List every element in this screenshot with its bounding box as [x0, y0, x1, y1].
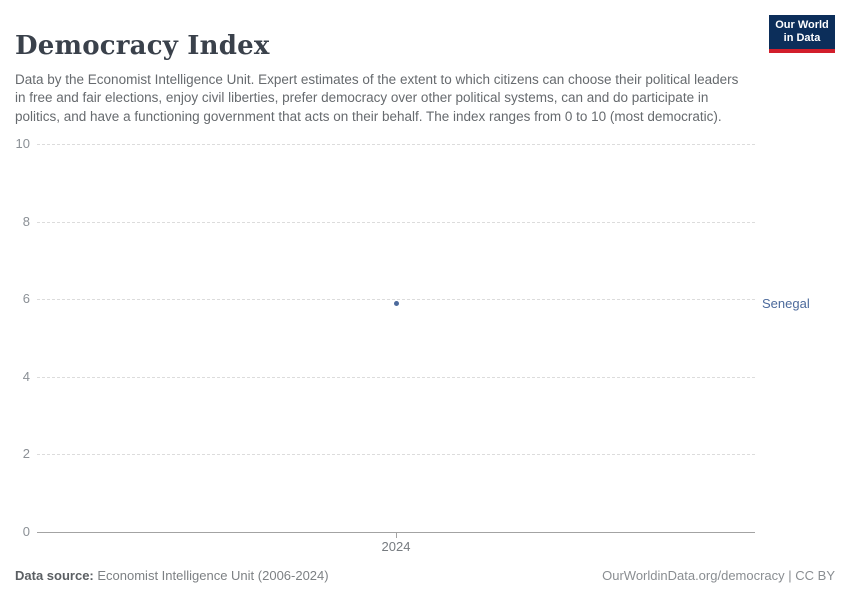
y-tick-label-4: 4	[22, 368, 30, 384]
x-tick-label: 2024	[381, 539, 411, 554]
x-tick-mark	[396, 532, 397, 538]
y-tick-label-10: 10	[15, 136, 30, 151]
y-tick-label-2: 2	[22, 446, 30, 462]
chart-subtitle: Data by the Economist Intelligence Unit.…	[15, 71, 739, 125]
attribution-link[interactable]: OurWorldinData.org/democracy | CC BY	[602, 568, 835, 583]
page-title: Democracy Index	[15, 31, 270, 62]
our-world-in-data-logo[interactable]: Our World in Data	[769, 15, 835, 53]
y-gridline-2	[37, 454, 755, 456]
chart-footer: Data source: Economist Intelligence Unit…	[15, 568, 835, 583]
data-source-label: Data source:	[15, 568, 94, 583]
y-tick-label-0: 0	[22, 524, 30, 539]
logo-line-2: in Data	[783, 32, 821, 44]
logo-line-1: Our World	[775, 19, 829, 31]
entity-label-senegal[interactable]: Senegal	[762, 296, 810, 312]
data-source-value: Economist Intelligence Unit (2006-2024)	[93, 568, 329, 583]
data-source-note: Data source: Economist Intelligence Unit…	[15, 568, 329, 583]
y-tick-label-8: 8	[22, 213, 30, 229]
y-gridline-6	[37, 299, 755, 301]
y-gridline-10	[37, 144, 755, 145]
y-tick-label-6: 6	[22, 291, 30, 307]
y-gridline-4	[37, 376, 755, 378]
y-gridline-8	[37, 221, 755, 223]
data-point-senegal[interactable]	[393, 300, 399, 306]
